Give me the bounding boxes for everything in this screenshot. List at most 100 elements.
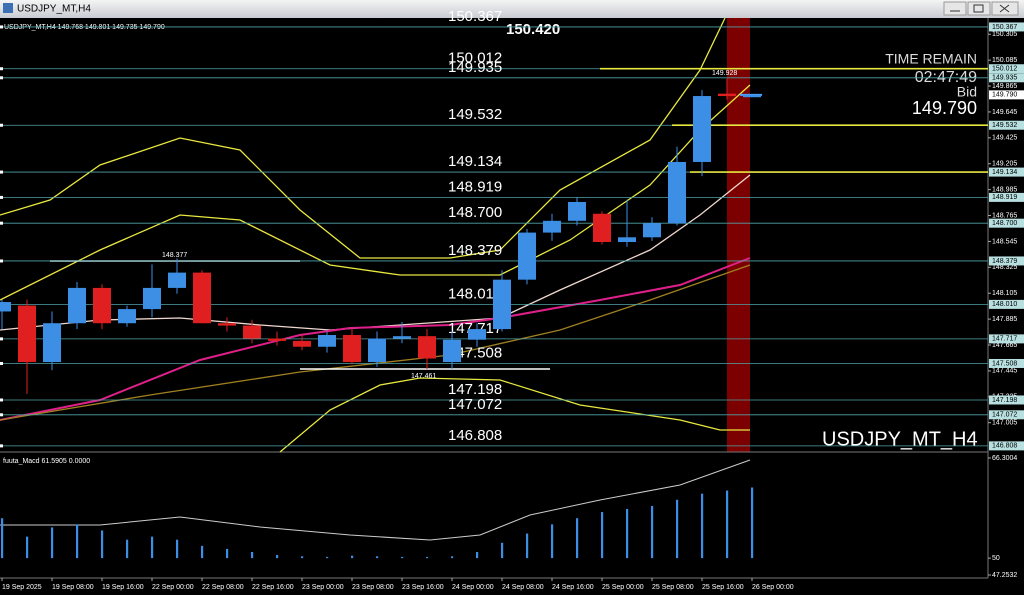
macd-bar bbox=[626, 508, 629, 559]
candle-body bbox=[343, 334, 361, 363]
candle-body bbox=[668, 161, 686, 224]
level-tag-label: 148.919 bbox=[992, 194, 1017, 201]
level-tag bbox=[989, 395, 1024, 405]
y-tick-label: 147.665 bbox=[992, 342, 1017, 349]
y-tick-label: 147.885 bbox=[992, 316, 1017, 323]
x-tick-label: 25 Sep 16:00 bbox=[702, 584, 744, 591]
level-label: 147.508 bbox=[448, 344, 502, 361]
y-tick-label: 150.305 bbox=[992, 31, 1017, 38]
level-dot bbox=[0, 123, 3, 127]
top-price: 150.420 bbox=[506, 21, 560, 38]
minimize-button[interactable] bbox=[943, 1, 967, 16]
candle-body bbox=[268, 338, 286, 341]
candle-body bbox=[443, 339, 461, 363]
macd-bar bbox=[351, 555, 354, 559]
candle-body bbox=[568, 201, 586, 221]
candle-body bbox=[468, 329, 486, 340]
x-tick-label: 25 Sep 00:00 bbox=[602, 584, 644, 591]
level-label: 149.935 bbox=[448, 59, 502, 76]
level-tag-label: 149.532 bbox=[992, 122, 1017, 129]
level-label: 147.198 bbox=[448, 381, 502, 398]
level-dot bbox=[0, 444, 3, 448]
level-label: 147.717 bbox=[448, 320, 502, 337]
x-tick-label: 26 Sep 00:00 bbox=[752, 584, 794, 591]
y-tick-label: 147.445 bbox=[992, 368, 1017, 375]
level-tag bbox=[989, 441, 1024, 451]
level-label: 146.808 bbox=[448, 427, 502, 444]
candle-body bbox=[118, 309, 136, 324]
level-tag bbox=[989, 167, 1024, 177]
level-tag-label: 147.198 bbox=[992, 397, 1017, 404]
y-tick-label: 149.205 bbox=[992, 161, 1017, 168]
y-tick-label: 148.985 bbox=[992, 186, 1017, 193]
symbol-label: USDJPY_MT_H4 bbox=[822, 428, 978, 450]
macd-tick-label: 66.3004 bbox=[992, 455, 1017, 462]
level-tag-label: 147.072 bbox=[992, 412, 1017, 419]
candle-body bbox=[193, 272, 211, 324]
candle-body bbox=[43, 323, 61, 363]
candle-body bbox=[518, 232, 536, 280]
candle-body bbox=[593, 213, 611, 243]
bid: 149.790 bbox=[912, 98, 977, 118]
level-tag-label: 149.935 bbox=[992, 75, 1017, 82]
level-dot bbox=[0, 221, 3, 225]
level-tag-label: 147.508 bbox=[992, 360, 1017, 367]
y-tick-label: 148.545 bbox=[992, 238, 1017, 245]
level-tag bbox=[989, 218, 1024, 228]
level-tag-label: 146.808 bbox=[992, 443, 1017, 450]
x-tick-label: 19 Sep 16:00 bbox=[102, 584, 144, 591]
window-buttons[interactable] bbox=[943, 1, 1019, 16]
maximize-icon bbox=[973, 4, 984, 13]
level-dot bbox=[0, 259, 3, 263]
moving-average bbox=[0, 257, 751, 421]
close-icon bbox=[999, 4, 1010, 13]
level-label: 149.532 bbox=[448, 106, 502, 123]
x-tick-label: 23 Sep 08:00 bbox=[352, 584, 394, 591]
candle-body bbox=[368, 338, 386, 363]
macd-bar bbox=[76, 524, 79, 559]
macd-bar bbox=[701, 493, 704, 559]
band-middle bbox=[0, 174, 751, 331]
level-dot bbox=[0, 413, 3, 417]
level-tag-label: 150.012 bbox=[992, 66, 1017, 73]
level-tag bbox=[989, 64, 1024, 74]
low-marker-label: 147.461 bbox=[411, 373, 436, 380]
maximize-button[interactable] bbox=[967, 1, 991, 16]
candle-body bbox=[68, 287, 86, 324]
candle-body bbox=[93, 287, 111, 324]
macd-bar bbox=[451, 556, 454, 559]
level-tag bbox=[989, 22, 1024, 32]
candle-body bbox=[743, 94, 761, 98]
macd-bar bbox=[276, 555, 279, 559]
level-dot bbox=[0, 361, 3, 365]
band-upper-inner bbox=[0, 84, 751, 301]
candle-body bbox=[18, 305, 36, 363]
level-dot bbox=[0, 398, 3, 402]
window-title: USDJPY_MT,H4 bbox=[17, 4, 91, 15]
x-tick-label: 24 Sep 00:00 bbox=[452, 584, 494, 591]
macd-bar bbox=[726, 490, 729, 559]
level-tag bbox=[989, 120, 1024, 130]
level-tag-label: 147.717 bbox=[992, 336, 1017, 343]
level-tag-label: 149.134 bbox=[992, 169, 1017, 176]
level-tag bbox=[989, 410, 1024, 420]
y-tick-label: 150.085 bbox=[992, 57, 1017, 64]
macd-bar bbox=[126, 539, 129, 559]
macd-bar bbox=[401, 556, 404, 559]
y-tick-label: 148.765 bbox=[992, 212, 1017, 219]
macd-tick-label: 47.2532 bbox=[992, 572, 1017, 579]
indicators bbox=[0, 17, 751, 541]
level-label: 150.367 bbox=[448, 8, 502, 25]
bid-tag-label: 149.790 bbox=[992, 92, 1017, 99]
macd-bar bbox=[151, 536, 154, 559]
candle-body bbox=[243, 325, 261, 339]
level-tag-label: 150.367 bbox=[992, 24, 1017, 31]
candle-body bbox=[643, 223, 661, 238]
macd-bar bbox=[51, 527, 54, 559]
candle-body bbox=[168, 272, 186, 288]
macd-label: fuuta_Macd 61.5905 0.0000 bbox=[3, 458, 90, 465]
level-tag bbox=[989, 192, 1024, 202]
level-label: 148.379 bbox=[448, 242, 502, 259]
high-marker-label: 148.377 bbox=[162, 252, 187, 259]
macd-bar bbox=[201, 545, 204, 559]
